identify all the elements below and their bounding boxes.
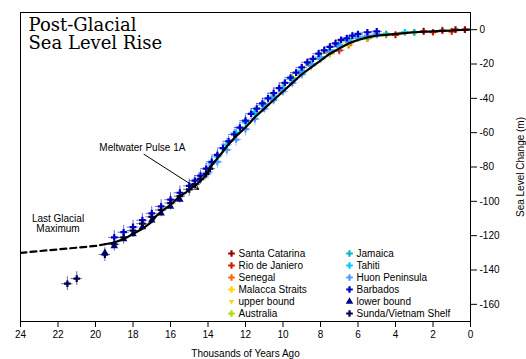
svg-text:14: 14 xyxy=(202,329,214,340)
svg-text:Barbados: Barbados xyxy=(357,284,400,295)
svg-text:-60: -60 xyxy=(480,127,495,138)
svg-text:-120: -120 xyxy=(480,230,500,241)
svg-text:Huon Peninsula: Huon Peninsula xyxy=(357,272,428,283)
svg-text:16: 16 xyxy=(165,329,177,340)
svg-text:Sunda/Vietnam Shelf: Sunda/Vietnam Shelf xyxy=(357,308,451,319)
svg-text:upper bound: upper bound xyxy=(239,296,295,307)
svg-text:Last GlacialMaximum: Last GlacialMaximum xyxy=(32,213,84,234)
svg-text:Australia: Australia xyxy=(239,308,278,319)
svg-text:22: 22 xyxy=(52,329,64,340)
svg-text:-20: -20 xyxy=(480,58,495,69)
svg-text:Post-GlacialSea Level Rise: Post-GlacialSea Level Rise xyxy=(29,14,163,53)
svg-text:Santa Catarina: Santa Catarina xyxy=(239,248,306,259)
svg-text:Rio de Janiero: Rio de Janiero xyxy=(239,260,304,271)
svg-text:12: 12 xyxy=(240,329,252,340)
svg-text:8: 8 xyxy=(318,329,324,340)
svg-text:-100: -100 xyxy=(480,196,500,207)
svg-text:-80: -80 xyxy=(480,161,495,172)
svg-text:4: 4 xyxy=(393,329,399,340)
svg-text:0: 0 xyxy=(468,329,474,340)
svg-text:24: 24 xyxy=(15,329,27,340)
svg-text:Tahiti: Tahiti xyxy=(357,260,380,271)
svg-text:20: 20 xyxy=(90,329,102,340)
svg-text:-160: -160 xyxy=(480,299,500,310)
svg-text:Meltwater Pulse 1A: Meltwater Pulse 1A xyxy=(99,142,185,153)
svg-text:18: 18 xyxy=(127,329,139,340)
svg-text:Malacca Straits: Malacca Straits xyxy=(239,284,307,295)
svg-text:10: 10 xyxy=(277,329,289,340)
svg-text:Senegal: Senegal xyxy=(239,272,276,283)
svg-text:2: 2 xyxy=(430,329,436,340)
svg-text:-140: -140 xyxy=(480,264,500,275)
svg-text:lower bound: lower bound xyxy=(357,296,411,307)
svg-text:Jamaica: Jamaica xyxy=(357,248,395,259)
svg-text:Thousands of Years Ago: Thousands of Years Ago xyxy=(191,348,300,359)
svg-text:6: 6 xyxy=(355,329,361,340)
svg-text:0: 0 xyxy=(480,24,486,35)
svg-text:-40: -40 xyxy=(480,93,495,104)
svg-text:Sea Level Change (m): Sea Level Change (m) xyxy=(515,117,526,217)
